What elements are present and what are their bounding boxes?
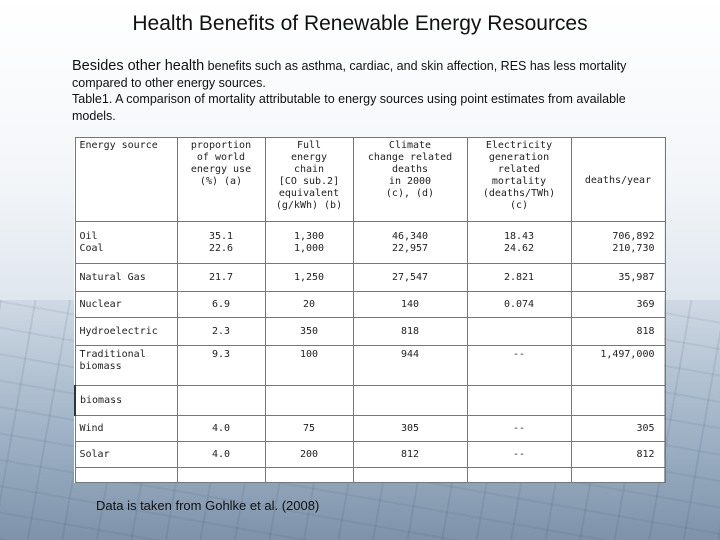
cell-share: 9.3 [176, 345, 266, 386]
cell-deaths: 369 [570, 291, 666, 318]
header-co2: Full energy chain [CO sub.2] equivalent (g/kW… [264, 137, 354, 222]
table-row-hydroelectric: Hydroelectric 2.3 350 818 818 [74, 317, 666, 346]
mortality-table: Energy source proportion of world energy u… [74, 137, 666, 483]
cell-climate [352, 385, 468, 416]
cell-deaths: 1,497,000 [570, 345, 666, 386]
cell-climate: 140 [352, 291, 468, 318]
table-panel: Energy source proportion of world energy u… [74, 137, 666, 483]
cell-source: Hydroelectric [74, 317, 178, 346]
table-row-biomass: biomass [74, 385, 666, 416]
cell-mortality [466, 385, 572, 416]
header-energy-source: Energy source [74, 137, 178, 222]
cell-source: Nuclear [74, 291, 178, 318]
cell-co2 [264, 385, 354, 416]
header-deaths-per-year: deaths/year [570, 137, 666, 222]
intro-lead: Besides other health [72, 58, 205, 74]
cell-share: 2.3 [176, 317, 266, 346]
header-climate-deaths: Climate change related deaths in 2000 (c), (… [352, 137, 468, 222]
header-proportion: proportion of world energy use (%) (a) [176, 137, 266, 222]
source-footnote: Data is taken from Gohlke et al. (2008) [96, 498, 320, 513]
cell-climate: 818 [352, 317, 468, 346]
cell-share: 4.0 [176, 415, 266, 442]
cell-mortality: 2.821 [466, 263, 572, 292]
cell-climate: 812 [352, 441, 468, 468]
cell-empty [264, 467, 354, 483]
cell-source: Natural Gas [74, 263, 178, 292]
table-row-natural-gas: Natural Gas 21.7 1,250 27,547 2.821 35,9… [74, 263, 666, 292]
cell-co2: 100 [264, 345, 354, 386]
cell-mortality: -- [466, 415, 572, 442]
table-caption: Table1. A comparison of mortality attrib… [72, 92, 626, 123]
cell-climate: 305 [352, 415, 468, 442]
cell-co2: 200 [264, 441, 354, 468]
cell-co2: 1,300 1,000 [264, 221, 354, 264]
cell-empty [570, 467, 666, 483]
header-electricity-mortality: Electricity generation related mortality (de… [466, 137, 572, 222]
cell-source: biomass [74, 385, 178, 416]
cell-co2: 350 [264, 317, 354, 346]
cell-share [176, 385, 266, 416]
intro-paragraph: Besides other health benefits such as as… [72, 58, 672, 91]
table-row-nuclear: Nuclear 6.9 20 140 0.074 369 [74, 291, 666, 318]
cell-mortality: 18.43 24.62 [466, 221, 572, 264]
cell-deaths: 812 [570, 441, 666, 468]
slide-title: Health Benefits of Renewable Energy Reso… [132, 12, 588, 35]
cell-share: 6.9 [176, 291, 266, 318]
cell-co2: 75 [264, 415, 354, 442]
intro-text: Besides other health benefits such as as… [72, 58, 672, 124]
cell-share: 21.7 [176, 263, 266, 292]
cell-co2: 20 [264, 291, 354, 318]
cell-mortality: -- [466, 345, 572, 386]
cell-deaths [570, 385, 666, 416]
cell-source: Traditional biomass [74, 345, 178, 386]
cell-climate: 27,547 [352, 263, 468, 292]
cell-empty [176, 467, 266, 483]
cell-co2: 1,250 [264, 263, 354, 292]
cell-mortality [466, 317, 572, 346]
cell-share: 35.1 22.6 [176, 221, 266, 264]
cell-source: Wind [74, 415, 178, 442]
cell-source: Oil Coal [74, 221, 178, 264]
cell-empty [74, 467, 178, 483]
table-row-oil-coal: Oil Coal 35.1 22.6 1,300 1,000 46,340 22,957… [74, 221, 666, 264]
header-row: Energy source proportion of world energy u… [74, 137, 666, 222]
cell-source: Solar [74, 441, 178, 468]
table-row-wind: Wind 4.0 75 305 -- 305 [74, 415, 666, 442]
table-row-empty [74, 467, 666, 483]
intro-rest: benefits such as asthma, cardiac, and sk… [72, 59, 627, 90]
cell-mortality: -- [466, 441, 572, 468]
cell-empty [466, 467, 572, 483]
cell-deaths: 706,892 210,730 [570, 221, 666, 264]
table-row-traditional-biomass: Traditional biomass 9.3 100 944 -- 1,497,… [74, 345, 666, 386]
cell-climate: 46,340 22,957 [352, 221, 468, 264]
cell-mortality: 0.074 [466, 291, 572, 318]
cell-climate: 944 [352, 345, 468, 386]
cell-deaths: 818 [570, 317, 666, 346]
cell-share: 4.0 [176, 441, 266, 468]
cell-deaths: 35,987 [570, 263, 666, 292]
cell-deaths: 305 [570, 415, 666, 442]
table-row-solar: Solar 4.0 200 812 -- 812 [74, 441, 666, 468]
cell-empty [352, 467, 468, 483]
